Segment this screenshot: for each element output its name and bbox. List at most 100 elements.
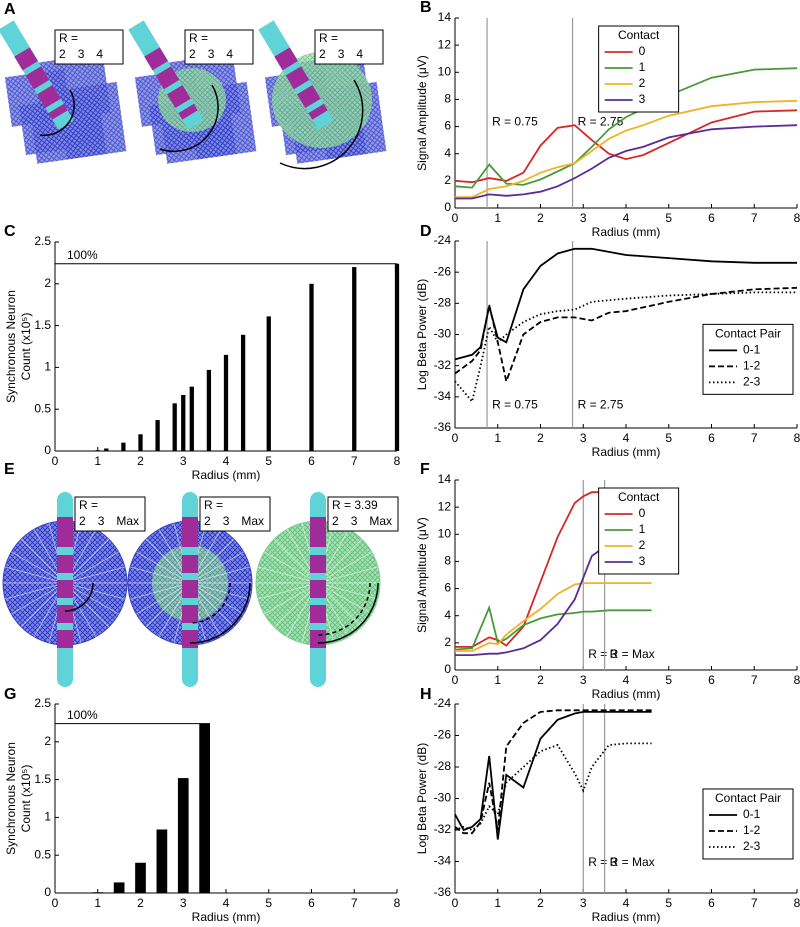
y-tick-label: 1 — [44, 810, 51, 824]
legend-label: 2 — [639, 538, 646, 552]
x-tick-label: 2 — [537, 431, 544, 445]
y-tick-label: 0 — [444, 662, 451, 676]
electrode-contact — [57, 630, 73, 648]
legend-title: Contact Pair — [715, 327, 781, 341]
x-tick-label: 8 — [794, 211, 800, 225]
radius-option: 2 — [59, 47, 66, 61]
y-tick-label: 4 — [444, 608, 451, 622]
x-tick-label: 4 — [623, 431, 630, 445]
radius-option: 2 — [79, 514, 86, 528]
y-tick-label: -26 — [434, 264, 452, 278]
legend-label: 2 — [639, 76, 646, 90]
bar — [172, 403, 177, 451]
y-tick-label: 2 — [444, 173, 451, 187]
y-axis-label: Synchronous Neuron — [4, 290, 18, 403]
electrode-contact — [310, 630, 326, 648]
radius-option: Max — [116, 514, 139, 528]
x-tick-label: 4 — [623, 673, 630, 687]
y-axis-label: Count (x10⁵) — [19, 765, 33, 833]
panel-letter: C — [4, 223, 16, 240]
radius-option: 4 — [96, 47, 103, 61]
x-tick-label: 2 — [137, 454, 144, 468]
neuron-block — [31, 114, 107, 164]
legend-label: 1-2 — [743, 359, 761, 373]
y-tick-label: 6 — [444, 119, 451, 133]
bar — [394, 263, 400, 451]
radius-option: 3 — [78, 47, 85, 61]
radius-arc — [159, 84, 219, 153]
panel-letter: D — [420, 223, 432, 240]
y-axis-label: Log Beta Power (dB) — [415, 743, 429, 854]
reference-vline-label: R = 0.75 — [492, 115, 538, 129]
bar — [177, 778, 189, 893]
x-tick-label: 7 — [751, 673, 758, 687]
y-tick-label: 2.5 — [34, 696, 51, 710]
electrode-contact — [310, 580, 326, 598]
radial-line — [4, 582, 66, 600]
radius-option: 2 — [189, 47, 196, 61]
radial-line — [264, 551, 319, 584]
radius-option: 3 — [208, 47, 215, 61]
series-line — [454, 67, 798, 189]
x-tick-label: 0 — [452, 431, 459, 445]
y-tick-label: -34 — [434, 389, 452, 403]
radial-line — [136, 551, 191, 584]
radius-option: 4 — [226, 47, 233, 61]
y-tick-label: -30 — [434, 791, 452, 805]
x-tick-label: 2 — [537, 896, 544, 910]
y-tick-label: 8 — [444, 554, 451, 568]
x-tick-label: 6 — [708, 431, 715, 445]
y-tick-label: 2 — [44, 734, 51, 748]
electrode-contacts — [144, 47, 198, 120]
x-tick-label: 0 — [452, 896, 459, 910]
radial-line — [11, 551, 66, 584]
radial-line — [317, 566, 379, 584]
bar — [113, 882, 125, 893]
radius-option: 3 — [98, 514, 105, 528]
y-tick-label: 6 — [444, 581, 451, 595]
x-tick-label: 6 — [708, 896, 715, 910]
series-line — [455, 582, 652, 652]
electrode-contact — [57, 605, 73, 623]
x-tick-label: 5 — [265, 896, 272, 910]
x-tick-label: 6 — [708, 673, 715, 687]
radius-box — [74, 496, 146, 532]
x-axis-label: Radius (mm) — [192, 910, 261, 924]
series-line — [455, 99, 798, 198]
x-tick-label: 4 — [623, 211, 630, 225]
x-tick-label: 1 — [494, 211, 501, 225]
y-tick-label: 0 — [444, 200, 451, 214]
x-tick-label: 8 — [394, 454, 401, 468]
bar — [138, 434, 143, 451]
electrode-contact — [310, 605, 326, 623]
y-tick-label: 0.5 — [34, 401, 51, 415]
x-axis-label: Radius (mm) — [592, 687, 661, 701]
x-tick-label: 7 — [351, 896, 358, 910]
legend-label: 3 — [639, 554, 646, 568]
y-tick-label: 0 — [44, 443, 51, 457]
legend-label: 2-3 — [743, 375, 761, 389]
radial-line — [317, 551, 372, 584]
radius-option: 2 — [319, 47, 326, 61]
electrode-contact — [57, 517, 73, 547]
radial-line — [257, 566, 319, 584]
bar — [92, 892, 104, 893]
electrode-contact — [182, 555, 198, 573]
legend-box — [598, 487, 680, 575]
x-tick-label: 3 — [580, 673, 587, 687]
x-tick-label: 4 — [223, 896, 230, 910]
x-tick-label: 1 — [494, 673, 501, 687]
radial-line — [129, 582, 191, 600]
radius-option: Max — [369, 514, 392, 528]
radius-arc — [317, 582, 379, 644]
radius-arc — [64, 582, 94, 612]
bar — [121, 442, 126, 451]
x-axis-label: Radius (mm) — [592, 225, 661, 239]
bar — [104, 448, 109, 451]
y-tick-label: 10 — [438, 64, 452, 78]
y-tick-label: -32 — [434, 358, 452, 372]
legend-title: Contact Pair — [715, 791, 781, 805]
radius-box-title: R = — [189, 31, 208, 45]
panel-letter: E — [4, 461, 15, 478]
radius-option: 3 — [223, 514, 230, 528]
